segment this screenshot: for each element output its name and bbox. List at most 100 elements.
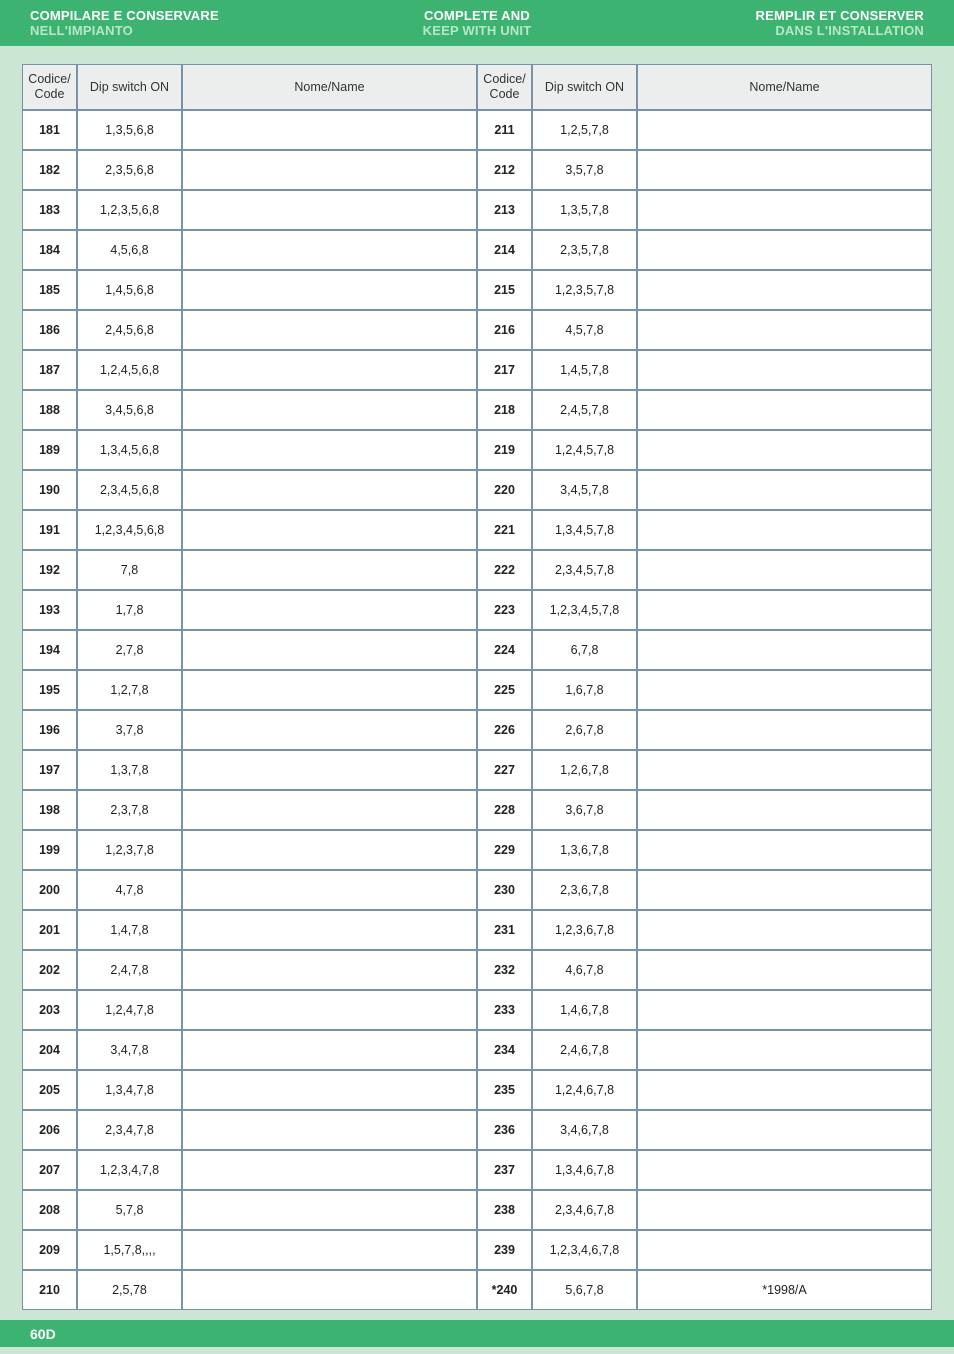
dip-cell: 2,4,5,6,8	[77, 310, 182, 350]
dip-cell: 5,6,7,8	[532, 1270, 637, 1310]
name-cell	[637, 390, 932, 430]
dip-cell: 1,6,7,8	[532, 670, 637, 710]
code-cell: 189	[22, 430, 77, 470]
name-cell	[637, 670, 932, 710]
code-cell: 181	[22, 110, 77, 150]
footer-bar: 60D	[0, 1320, 954, 1347]
table-row: 2071,2,3,4,7,82371,3,4,6,7,8	[22, 1150, 932, 1190]
table-row: 1871,2,4,5,6,82171,4,5,7,8	[22, 350, 932, 390]
code-cell: 233	[477, 990, 532, 1030]
dip-cell: 1,3,6,7,8	[532, 830, 637, 870]
dip-cell: 3,4,6,7,8	[532, 1110, 637, 1150]
code-cell: 223	[477, 590, 532, 630]
header-center-line1: COMPLETE AND	[328, 8, 626, 23]
code-cell: 183	[22, 190, 77, 230]
dip-cell: 1,2,3,4,7,8	[77, 1150, 182, 1190]
dip-cell: 2,5,78	[77, 1270, 182, 1310]
table-row: 2011,4,7,82311,2,3,6,7,8	[22, 910, 932, 950]
name-cell	[637, 990, 932, 1030]
header-right: REMPLIR ET CONSERVER DANS L'INSTALLATION	[626, 8, 954, 38]
code-cell: 215	[477, 270, 532, 310]
dip-cell: 1,2,3,7,8	[77, 830, 182, 870]
dip-cell: 4,5,7,8	[532, 310, 637, 350]
code-cell: 219	[477, 430, 532, 470]
dip-cell: 1,2,4,5,7,8	[532, 430, 637, 470]
dip-cell: 1,2,5,7,8	[532, 110, 637, 150]
name-cell	[637, 150, 932, 190]
name-cell	[637, 870, 932, 910]
dip-cell: 4,5,6,8	[77, 230, 182, 270]
name-cell	[637, 1230, 932, 1270]
code-cell: 224	[477, 630, 532, 670]
name-cell	[182, 670, 477, 710]
header-right-line2: DANS L'INSTALLATION	[626, 23, 924, 38]
code-cell: 202	[22, 950, 77, 990]
table-row: 1811,3,5,6,82111,2,5,7,8	[22, 110, 932, 150]
dip-cell: 1,4,5,7,8	[532, 350, 637, 390]
dip-cell: 1,3,7,8	[77, 750, 182, 790]
table-row: 1883,4,5,6,82182,4,5,7,8	[22, 390, 932, 430]
dip-cell: 1,3,4,5,7,8	[532, 510, 637, 550]
dip-cell: 1,2,4,6,7,8	[532, 1070, 637, 1110]
code-cell: 214	[477, 230, 532, 270]
name-cell	[637, 590, 932, 630]
code-cell: 192	[22, 550, 77, 590]
name-cell	[637, 630, 932, 670]
name-cell	[182, 390, 477, 430]
dip-cell: 1,3,5,6,8	[77, 110, 182, 150]
dip-cell: 3,6,7,8	[532, 790, 637, 830]
name-cell	[182, 110, 477, 150]
code-cell: 221	[477, 510, 532, 550]
code-cell: 237	[477, 1150, 532, 1190]
table-row: 1942,7,82246,7,8	[22, 630, 932, 670]
content-area: Codice/ Code Dip switch ON Nome/Name Cod…	[0, 46, 954, 1320]
code-cell: 206	[22, 1110, 77, 1150]
name-cell	[182, 750, 477, 790]
code-cell: 204	[22, 1030, 77, 1070]
name-cell	[182, 590, 477, 630]
code-cell: 188	[22, 390, 77, 430]
name-cell	[182, 510, 477, 550]
table-row: 1822,3,5,6,82123,5,7,8	[22, 150, 932, 190]
code-cell: 186	[22, 310, 77, 350]
dip-cell: 2,3,7,8	[77, 790, 182, 830]
table-row: 1891,3,4,5,6,82191,2,4,5,7,8	[22, 430, 932, 470]
dip-cell: 5,7,8	[77, 1190, 182, 1230]
table-row: 1844,5,6,82142,3,5,7,8	[22, 230, 932, 270]
code-cell: *240	[477, 1270, 532, 1310]
name-cell	[182, 1030, 477, 1070]
name-cell	[637, 110, 932, 150]
code-cell: 210	[22, 1270, 77, 1310]
table-row: 2062,3,4,7,82363,4,6,7,8	[22, 1110, 932, 1150]
table-row: 1927,82222,3,4,5,7,8	[22, 550, 932, 590]
name-cell: *1998/A	[637, 1270, 932, 1310]
table-row: 2004,7,82302,3,6,7,8	[22, 870, 932, 910]
code-cell: 234	[477, 1030, 532, 1070]
name-cell	[637, 950, 932, 990]
code-cell: 185	[22, 270, 77, 310]
code-cell: 222	[477, 550, 532, 590]
code-cell: 235	[477, 1070, 532, 1110]
code-cell: 194	[22, 630, 77, 670]
name-cell	[182, 350, 477, 390]
table-row: 1862,4,5,6,8 2164,5,7,8	[22, 310, 932, 350]
table-header-row: Codice/ Code Dip switch ON Nome/Name Cod…	[22, 64, 932, 110]
name-cell	[637, 750, 932, 790]
name-cell	[637, 550, 932, 590]
dip-cell: 1,4,6,7,8	[532, 990, 637, 1030]
code-cell: 205	[22, 1070, 77, 1110]
col-code-left: Codice/ Code	[22, 64, 77, 110]
page-number: 60D	[30, 1326, 56, 1342]
dip-cell: 2,6,7,8	[532, 710, 637, 750]
code-cell: 196	[22, 710, 77, 750]
dip-cell: 3,4,5,7,8	[532, 470, 637, 510]
table-row: 1971,3,7,82271,2,6,7,8	[22, 750, 932, 790]
code-cell: 200	[22, 870, 77, 910]
table-row: 2051,3,4,7,82351,2,4,6,7,8	[22, 1070, 932, 1110]
code-cell: 216	[477, 310, 532, 350]
code-cell: 197	[22, 750, 77, 790]
code-cell: 230	[477, 870, 532, 910]
dip-cell: 3,4,7,8	[77, 1030, 182, 1070]
code-cell: 229	[477, 830, 532, 870]
name-cell	[637, 1110, 932, 1150]
